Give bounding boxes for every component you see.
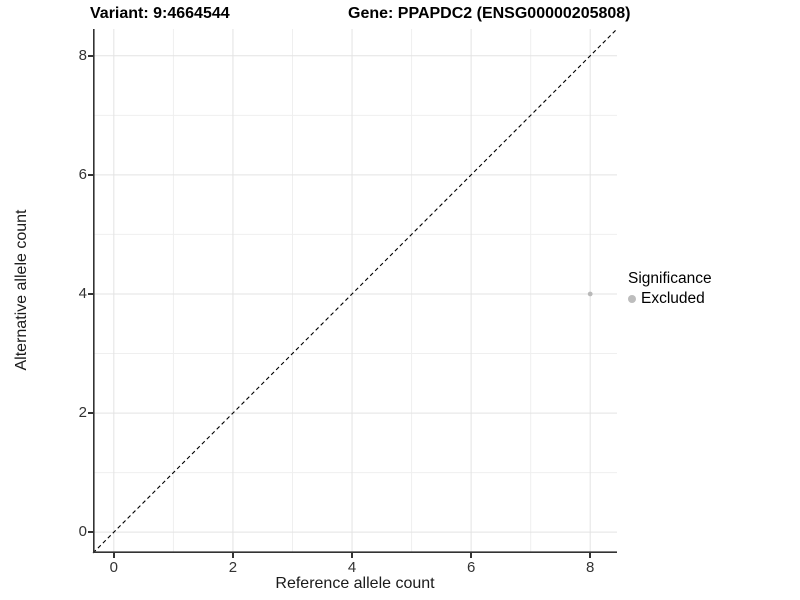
x-tick-mark (113, 553, 115, 558)
y-tick-mark (88, 174, 93, 176)
y-tick-label: 6 (78, 165, 87, 183)
x-tick-mark (470, 553, 472, 558)
legend-title: Significance (628, 270, 712, 287)
plot-canvas (92, 28, 618, 554)
y-tick-mark (88, 55, 93, 57)
plot-title-variant: Variant: 9:4664544 (90, 5, 230, 22)
legend: Significance Excluded (628, 270, 712, 308)
y-tick-mark (88, 412, 93, 414)
x-tick-label: 0 (109, 559, 118, 576)
y-tick-mark (88, 531, 93, 533)
x-tick-mark (232, 553, 234, 558)
legend-item-label: Excluded (641, 290, 705, 307)
x-tick-mark (351, 553, 353, 558)
y-tick-label: 8 (78, 46, 87, 64)
plot-panel (92, 28, 618, 554)
x-tick-label: 8 (586, 559, 595, 576)
x-tick-label: 2 (228, 559, 238, 576)
y-tick-label: 4 (78, 284, 87, 302)
y-tick-label: 0 (78, 523, 87, 541)
plot-title-gene: Gene: PPAPDC2 (ENSG00000205808) (348, 5, 631, 22)
x-axis-title: Reference allele count (275, 575, 435, 592)
y-axis-title: Alternative allele count (13, 209, 30, 371)
identity-dashed-line (92, 28, 618, 554)
x-tick-label: 4 (347, 559, 357, 576)
legend-dot-icon (628, 295, 636, 303)
x-tick-mark (589, 553, 591, 558)
y-tick-mark (88, 293, 93, 295)
x-tick-label: 6 (466, 559, 476, 576)
legend-item-excluded: Excluded (628, 290, 712, 308)
data-point (587, 291, 593, 297)
y-tick-label: 2 (78, 404, 87, 422)
